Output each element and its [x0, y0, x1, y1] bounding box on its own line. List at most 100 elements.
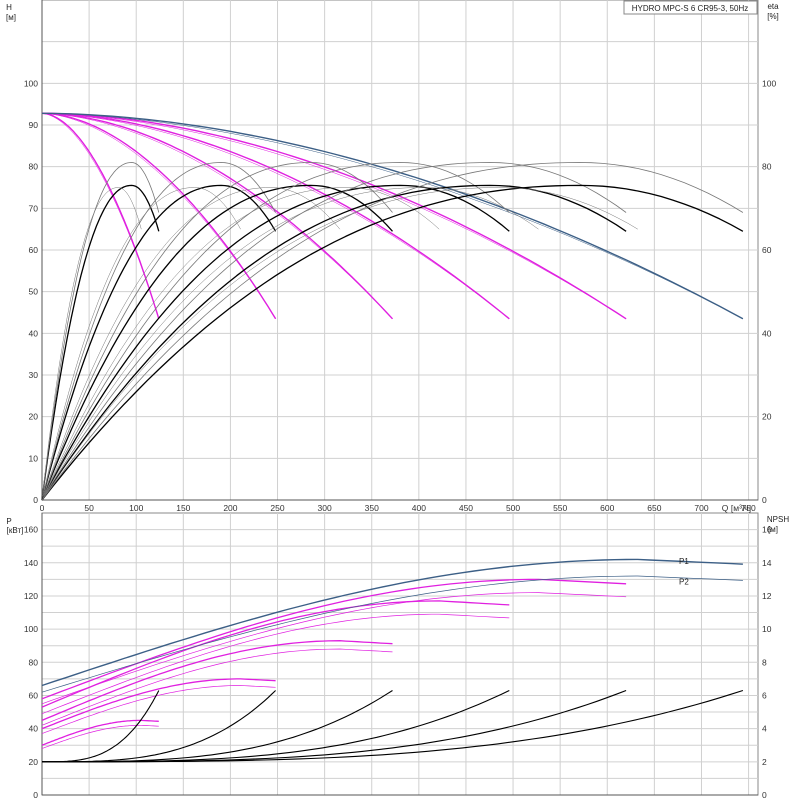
y2-axis-unit: [%]: [767, 12, 779, 21]
y-axis-unit: [м]: [6, 13, 16, 22]
power-curve-p2: [41, 575, 743, 693]
y-tick-label: 100: [24, 78, 38, 88]
efficiency-curve-grey: [41, 187, 142, 501]
head-curve-thin: [41, 113, 510, 319]
x-tick-label: 50: [84, 503, 94, 513]
y-tick-label: 100: [24, 624, 38, 634]
y2-axis-label: eta: [767, 2, 779, 11]
y-tick-label: 90: [29, 120, 39, 130]
y-tick-label: 10: [29, 453, 39, 463]
head-curve: [41, 112, 160, 320]
bottom-plot-frame: [41, 512, 759, 796]
y2-tick-label: 20: [762, 412, 772, 422]
power-curve-p2: [41, 613, 510, 715]
y-tick-label: 80: [29, 657, 39, 667]
y2-tick-label: 0: [762, 495, 767, 505]
efficiency-curve-grey: [41, 187, 638, 501]
npsh-curve: [42, 689, 744, 763]
x-tick-label: 350: [365, 503, 379, 513]
power-curve-p2: [41, 724, 159, 749]
power-curve-p2: [41, 648, 393, 726]
y2-tick-label: 0: [762, 790, 767, 800]
x-tick-label: 450: [459, 503, 473, 513]
head-curve-thin: [41, 113, 627, 320]
y-tick-label: 120: [24, 591, 38, 601]
head-curve: [41, 112, 627, 320]
x-tick-label: 100: [129, 503, 143, 513]
efficiency-curve-grey: [41, 162, 160, 501]
x-tick-label: 250: [270, 503, 284, 513]
head-curve-thin: [41, 113, 276, 319]
power-curve-p1: [41, 558, 743, 687]
head-curve-thin: [41, 113, 160, 319]
y2-tick-label: 60: [762, 245, 772, 255]
y-tick-label: 40: [29, 724, 39, 734]
x-tick-label: 300: [318, 503, 332, 513]
power-curve-p2: [41, 685, 276, 734]
x-tick-label: 200: [223, 503, 237, 513]
y-tick-label: 40: [29, 328, 39, 338]
x-tick-label: 550: [553, 503, 567, 513]
y2-tick-label: 6: [762, 690, 767, 700]
y-tick-label: 70: [29, 203, 39, 213]
efficiency-curve-grey: [41, 162, 276, 501]
series-label-p1: P1: [679, 557, 689, 566]
y-tick-label: 20: [29, 757, 39, 767]
y2-tick-label: 80: [762, 162, 772, 172]
y-tick-label: 0: [33, 790, 38, 800]
x-axis-unit: [м³/ч]: [731, 503, 751, 513]
x-tick-label: 400: [412, 503, 426, 513]
x-tick-label: 500: [506, 503, 520, 513]
y-axis-label: P: [6, 517, 11, 526]
y2-tick-label: 8: [762, 657, 767, 667]
y2-tick-label: 12: [762, 591, 772, 601]
power-curve-p2: [41, 592, 627, 705]
x-tick-label: 650: [647, 503, 661, 513]
head-curve: [41, 112, 510, 320]
y-tick-label: 160: [24, 525, 38, 535]
y2-tick-label: 10: [762, 624, 772, 634]
x-tick-label: 700: [694, 503, 708, 513]
y2-tick-label: 14: [762, 558, 772, 568]
chart-title: HYDRO MPC-S 6 CR95-3, 50Hz: [632, 4, 748, 13]
power-curve-p1: [41, 678, 276, 730]
y2-axis-label: NPSH: [767, 515, 789, 524]
y2-tick-label: 4: [762, 724, 767, 734]
power-curve-p1: [41, 719, 159, 746]
title-box: [623, 0, 758, 15]
x-tick-label: 750: [741, 503, 755, 513]
efficiency-curve-grey: [41, 187, 241, 501]
y-tick-label: 80: [29, 162, 39, 172]
y-tick-label: 60: [29, 690, 39, 700]
series-label-p2: P2: [679, 577, 689, 586]
x-tick-label: 600: [600, 503, 614, 513]
power-curve-p1: [41, 600, 510, 708]
y2-tick-label: 100: [762, 78, 776, 88]
efficiency-curve: [41, 184, 744, 501]
power-curve-p1: [41, 640, 393, 721]
head-curve-thin: [41, 113, 744, 320]
efficiency-curve-grey: [41, 187, 341, 501]
efficiency-curve: [41, 184, 277, 501]
x-tick-label: 0: [40, 503, 45, 513]
efficiency-curve-grey: [41, 187, 440, 501]
efficiency-curve-grey: [41, 162, 393, 501]
y2-tick-label: 40: [762, 328, 772, 338]
head-curve-thin: [41, 113, 393, 319]
efficiency-curve-grey: [41, 162, 627, 501]
efficiency-curve-grey: [41, 162, 744, 501]
y2-axis-unit: [м]: [768, 525, 778, 534]
y-tick-label: 140: [24, 558, 38, 568]
efficiency-curve: [41, 184, 160, 501]
x-axis-label: Q: [722, 503, 729, 513]
y-tick-label: 60: [29, 245, 39, 255]
y2-tick-label: 16: [762, 525, 772, 535]
y-tick-label: 30: [29, 370, 39, 380]
head-curve: [41, 112, 744, 320]
y-axis-unit: [кВт]: [7, 526, 24, 535]
efficiency-curve: [41, 184, 627, 501]
y-tick-label: 50: [29, 287, 39, 297]
y2-tick-label: 2: [762, 757, 767, 767]
y-tick-label: 20: [29, 412, 39, 422]
